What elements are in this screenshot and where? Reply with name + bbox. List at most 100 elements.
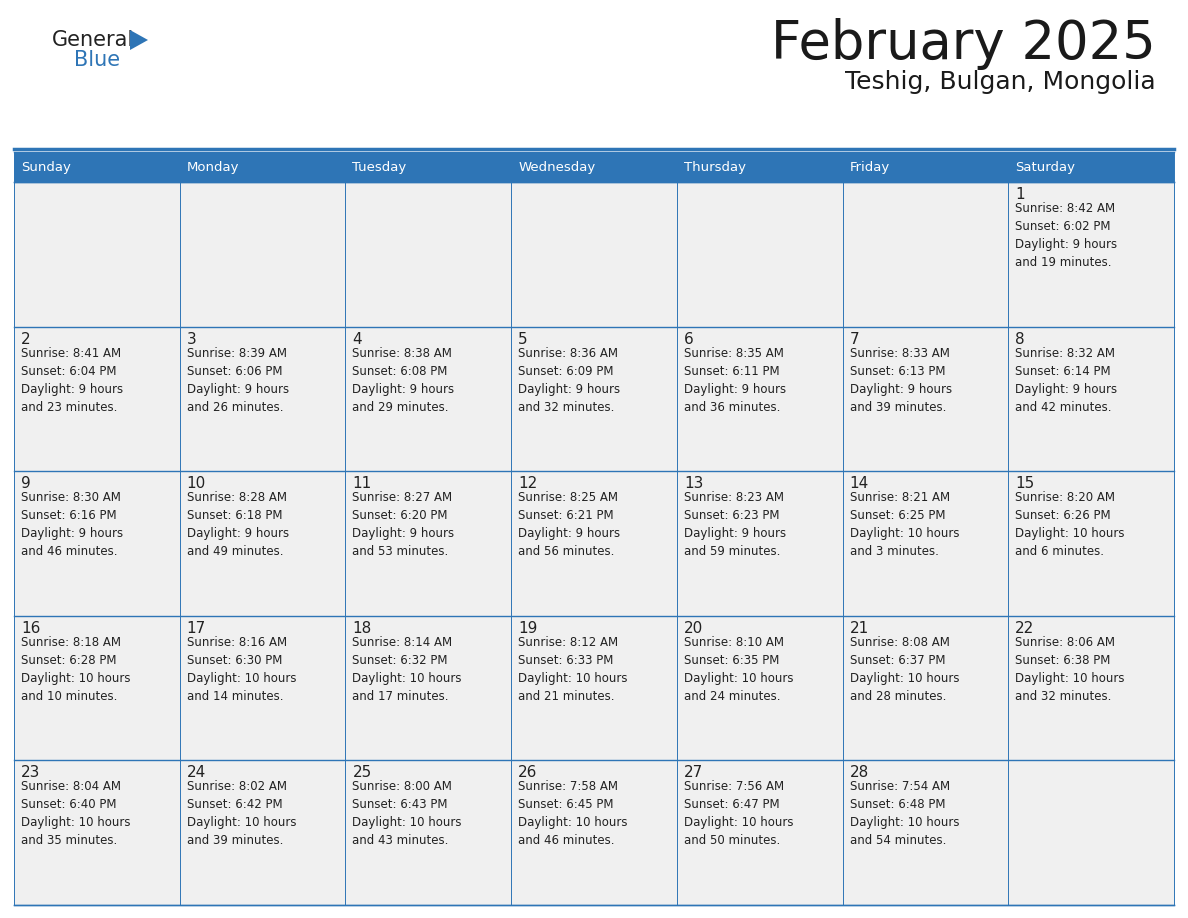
Bar <box>842 760 1009 905</box>
Text: Sunrise: 8:06 AM
Sunset: 6:38 PM
Daylight: 10 hours
and 32 minutes.: Sunrise: 8:06 AM Sunset: 6:38 PM Dayligh… <box>1016 636 1125 703</box>
Bar <box>677 327 842 471</box>
Bar <box>677 616 842 760</box>
Text: Sunrise: 8:32 AM
Sunset: 6:14 PM
Daylight: 9 hours
and 42 minutes.: Sunrise: 8:32 AM Sunset: 6:14 PM Dayligh… <box>1016 347 1118 414</box>
Bar <box>14 182 179 327</box>
Text: 8: 8 <box>1016 331 1025 347</box>
Bar <box>511 327 677 471</box>
Bar <box>677 760 842 905</box>
Text: Sunrise: 8:27 AM
Sunset: 6:20 PM
Daylight: 9 hours
and 53 minutes.: Sunrise: 8:27 AM Sunset: 6:20 PM Dayligh… <box>353 491 455 558</box>
Text: 3: 3 <box>187 331 196 347</box>
Bar <box>14 471 179 616</box>
Text: 16: 16 <box>21 621 40 636</box>
Text: Sunrise: 8:23 AM
Sunset: 6:23 PM
Daylight: 9 hours
and 59 minutes.: Sunrise: 8:23 AM Sunset: 6:23 PM Dayligh… <box>684 491 786 558</box>
Text: Sunrise: 8:04 AM
Sunset: 6:40 PM
Daylight: 10 hours
and 35 minutes.: Sunrise: 8:04 AM Sunset: 6:40 PM Dayligh… <box>21 780 131 847</box>
Bar <box>511 182 677 327</box>
Bar <box>179 327 346 471</box>
Text: Sunrise: 8:18 AM
Sunset: 6:28 PM
Daylight: 10 hours
and 10 minutes.: Sunrise: 8:18 AM Sunset: 6:28 PM Dayligh… <box>21 636 131 703</box>
Text: Sunrise: 8:33 AM
Sunset: 6:13 PM
Daylight: 9 hours
and 39 minutes.: Sunrise: 8:33 AM Sunset: 6:13 PM Dayligh… <box>849 347 952 414</box>
Text: 26: 26 <box>518 766 537 780</box>
Text: Sunrise: 8:10 AM
Sunset: 6:35 PM
Daylight: 10 hours
and 24 minutes.: Sunrise: 8:10 AM Sunset: 6:35 PM Dayligh… <box>684 636 794 703</box>
Text: Sunrise: 8:35 AM
Sunset: 6:11 PM
Daylight: 9 hours
and 36 minutes.: Sunrise: 8:35 AM Sunset: 6:11 PM Dayligh… <box>684 347 786 414</box>
Bar <box>511 616 677 760</box>
Bar <box>346 152 511 182</box>
Bar <box>179 616 346 760</box>
Text: Sunrise: 8:08 AM
Sunset: 6:37 PM
Daylight: 10 hours
and 28 minutes.: Sunrise: 8:08 AM Sunset: 6:37 PM Dayligh… <box>849 636 959 703</box>
Text: Sunrise: 8:14 AM
Sunset: 6:32 PM
Daylight: 10 hours
and 17 minutes.: Sunrise: 8:14 AM Sunset: 6:32 PM Dayligh… <box>353 636 462 703</box>
Bar <box>677 471 842 616</box>
Bar <box>1009 616 1174 760</box>
Text: Thursday: Thursday <box>684 161 746 174</box>
Text: Saturday: Saturday <box>1016 161 1075 174</box>
Bar <box>677 152 842 182</box>
Text: February 2025: February 2025 <box>771 18 1156 70</box>
Bar <box>842 471 1009 616</box>
Bar <box>1009 471 1174 616</box>
Text: Sunrise: 8:39 AM
Sunset: 6:06 PM
Daylight: 9 hours
and 26 minutes.: Sunrise: 8:39 AM Sunset: 6:06 PM Dayligh… <box>187 347 289 414</box>
Text: 12: 12 <box>518 476 537 491</box>
Bar <box>346 616 511 760</box>
Bar <box>179 760 346 905</box>
Bar <box>1009 182 1174 327</box>
Bar <box>14 616 179 760</box>
Text: Sunrise: 8:30 AM
Sunset: 6:16 PM
Daylight: 9 hours
and 46 minutes.: Sunrise: 8:30 AM Sunset: 6:16 PM Dayligh… <box>21 491 124 558</box>
Text: Sunrise: 8:36 AM
Sunset: 6:09 PM
Daylight: 9 hours
and 32 minutes.: Sunrise: 8:36 AM Sunset: 6:09 PM Dayligh… <box>518 347 620 414</box>
Text: 21: 21 <box>849 621 868 636</box>
Text: 25: 25 <box>353 766 372 780</box>
Text: 17: 17 <box>187 621 206 636</box>
Text: 6: 6 <box>684 331 694 347</box>
Text: Monday: Monday <box>187 161 239 174</box>
Text: 24: 24 <box>187 766 206 780</box>
Bar <box>677 182 842 327</box>
Bar <box>346 182 511 327</box>
Text: Wednesday: Wednesday <box>518 161 595 174</box>
Text: 18: 18 <box>353 621 372 636</box>
Text: 9: 9 <box>21 476 31 491</box>
Text: 7: 7 <box>849 331 859 347</box>
Text: Friday: Friday <box>849 161 890 174</box>
Bar <box>179 152 346 182</box>
Bar <box>179 182 346 327</box>
Text: Tuesday: Tuesday <box>353 161 406 174</box>
Text: 2: 2 <box>21 331 31 347</box>
Bar <box>1009 327 1174 471</box>
Text: Teshig, Bulgan, Mongolia: Teshig, Bulgan, Mongolia <box>846 70 1156 94</box>
Bar <box>14 152 179 182</box>
Text: 19: 19 <box>518 621 537 636</box>
Text: 14: 14 <box>849 476 868 491</box>
Text: 27: 27 <box>684 766 703 780</box>
Text: Sunrise: 8:21 AM
Sunset: 6:25 PM
Daylight: 10 hours
and 3 minutes.: Sunrise: 8:21 AM Sunset: 6:25 PM Dayligh… <box>849 491 959 558</box>
Bar <box>14 760 179 905</box>
Text: Sunrise: 7:58 AM
Sunset: 6:45 PM
Daylight: 10 hours
and 46 minutes.: Sunrise: 7:58 AM Sunset: 6:45 PM Dayligh… <box>518 780 627 847</box>
Text: 4: 4 <box>353 331 362 347</box>
Text: 23: 23 <box>21 766 40 780</box>
Bar <box>346 760 511 905</box>
Text: Sunday: Sunday <box>21 161 71 174</box>
Bar <box>511 152 677 182</box>
Text: Sunrise: 8:38 AM
Sunset: 6:08 PM
Daylight: 9 hours
and 29 minutes.: Sunrise: 8:38 AM Sunset: 6:08 PM Dayligh… <box>353 347 455 414</box>
Text: Sunrise: 8:16 AM
Sunset: 6:30 PM
Daylight: 10 hours
and 14 minutes.: Sunrise: 8:16 AM Sunset: 6:30 PM Dayligh… <box>187 636 296 703</box>
Text: 13: 13 <box>684 476 703 491</box>
Bar <box>346 471 511 616</box>
Text: 1: 1 <box>1016 187 1025 202</box>
Text: 10: 10 <box>187 476 206 491</box>
Text: 5: 5 <box>518 331 527 347</box>
Text: Sunrise: 8:20 AM
Sunset: 6:26 PM
Daylight: 10 hours
and 6 minutes.: Sunrise: 8:20 AM Sunset: 6:26 PM Dayligh… <box>1016 491 1125 558</box>
Bar <box>1009 152 1174 182</box>
Bar <box>842 152 1009 182</box>
Bar <box>511 760 677 905</box>
Text: Sunrise: 8:42 AM
Sunset: 6:02 PM
Daylight: 9 hours
and 19 minutes.: Sunrise: 8:42 AM Sunset: 6:02 PM Dayligh… <box>1016 202 1118 269</box>
Text: Sunrise: 8:41 AM
Sunset: 6:04 PM
Daylight: 9 hours
and 23 minutes.: Sunrise: 8:41 AM Sunset: 6:04 PM Dayligh… <box>21 347 124 414</box>
Bar <box>842 616 1009 760</box>
Bar <box>511 471 677 616</box>
Bar <box>179 471 346 616</box>
Text: 22: 22 <box>1016 621 1035 636</box>
Text: Sunrise: 8:00 AM
Sunset: 6:43 PM
Daylight: 10 hours
and 43 minutes.: Sunrise: 8:00 AM Sunset: 6:43 PM Dayligh… <box>353 780 462 847</box>
Bar <box>14 327 179 471</box>
Text: 15: 15 <box>1016 476 1035 491</box>
Text: Sunrise: 7:54 AM
Sunset: 6:48 PM
Daylight: 10 hours
and 54 minutes.: Sunrise: 7:54 AM Sunset: 6:48 PM Dayligh… <box>849 780 959 847</box>
Text: 20: 20 <box>684 621 703 636</box>
Text: 11: 11 <box>353 476 372 491</box>
Bar <box>346 327 511 471</box>
Text: 28: 28 <box>849 766 868 780</box>
Text: Sunrise: 7:56 AM
Sunset: 6:47 PM
Daylight: 10 hours
and 50 minutes.: Sunrise: 7:56 AM Sunset: 6:47 PM Dayligh… <box>684 780 794 847</box>
